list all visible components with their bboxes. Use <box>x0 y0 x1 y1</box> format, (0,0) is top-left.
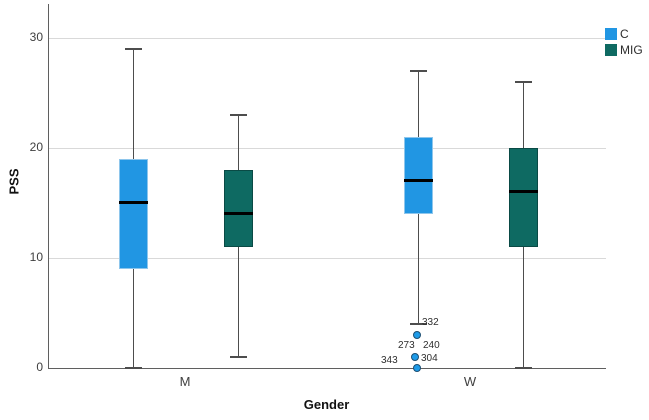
outlier-dot-2 <box>413 364 422 372</box>
outlier-case-label-240: 240 <box>423 340 440 351</box>
box-C-W-lower-cap <box>409 322 427 325</box>
box-MIG-W-upper-cap <box>515 80 533 83</box>
box-C-M-lower-whisker <box>132 268 134 368</box>
box-MIG-M-upper-cap <box>230 113 248 116</box>
box-C-W-upper-whisker <box>417 70 419 137</box>
box-MIG-M-lower-whisker <box>238 246 240 357</box>
x-axis-title: Gender <box>303 397 350 412</box>
legend-entry-MIG: MIG <box>605 43 643 57</box>
outlier-case-label-343: 343 <box>381 355 398 366</box>
gridline-y-30 <box>49 37 606 39</box>
box-C-M-upper-cap <box>124 47 142 50</box>
box-MIG-W-lower-cap <box>515 367 533 369</box>
y-tick-label-10: 10 <box>29 249 43 264</box>
box-MIG-W-upper-whisker <box>523 81 525 148</box>
gridline-y-10 <box>49 257 606 259</box>
box-MIG-M-upper-whisker <box>238 114 240 170</box>
legend-entry-C: C <box>605 27 643 41</box>
box-C-M <box>118 158 148 269</box>
x-tick-label-M: M <box>179 374 191 389</box>
box-C-W-lower-whisker <box>417 213 419 324</box>
y-tick-label-20: 20 <box>29 139 43 154</box>
legend-label-C: C <box>620 27 629 41</box>
box-C-W-upper-cap <box>409 69 427 72</box>
x-tick-label-W: W <box>463 374 477 389</box>
box-C-W-median <box>403 179 433 183</box>
legend-swatch-MIG <box>605 44 617 56</box>
box-C-W <box>403 136 433 214</box>
gridline-y-20 <box>49 147 606 149</box>
box-C-M-median <box>118 201 148 205</box>
y-tick-label-0: 0 <box>36 360 43 374</box>
box-MIG-W <box>509 147 539 247</box>
outlier-case-label-273: 273 <box>398 340 415 351</box>
outlier-case-label-304: 304 <box>421 353 438 364</box>
y-axis-title: PSS <box>6 168 22 195</box>
box-MIG-W-lower-whisker <box>523 246 525 368</box>
legend-swatch-C <box>605 28 617 40</box>
box-MIG-M-median <box>224 212 254 216</box>
outlier-dot-0 <box>413 330 422 339</box>
outlier-dot-1 <box>411 352 420 361</box>
legend-label-MIG: MIG <box>620 43 643 57</box>
box-C-M-upper-whisker <box>132 48 134 159</box>
y-tick-label-30: 30 <box>29 29 43 44</box>
box-MIG-M <box>224 169 254 247</box>
outlier-case-label-332: 332 <box>422 317 439 328</box>
legend: C MIG <box>605 27 643 59</box>
plot-area: 332 240 273 304 343 <box>48 4 606 372</box>
box-MIG-M-lower-cap <box>230 355 248 358</box>
box-MIG-W-median <box>509 190 539 194</box>
box-C-M-lower-cap <box>124 367 142 369</box>
